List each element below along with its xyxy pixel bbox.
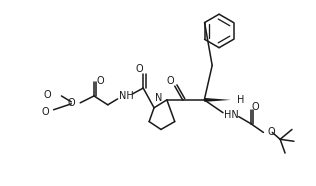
Text: N: N <box>155 93 162 103</box>
Text: O: O <box>136 64 143 74</box>
Text: O: O <box>96 76 104 86</box>
Text: O: O <box>267 127 275 137</box>
Text: O: O <box>44 90 52 100</box>
Text: O: O <box>167 76 175 86</box>
Text: NH: NH <box>119 91 134 101</box>
Text: HN: HN <box>223 110 238 120</box>
Text: O: O <box>68 98 75 108</box>
Text: H: H <box>237 95 244 105</box>
Text: O: O <box>252 102 259 112</box>
Text: O: O <box>42 107 50 117</box>
Polygon shape <box>204 98 231 102</box>
